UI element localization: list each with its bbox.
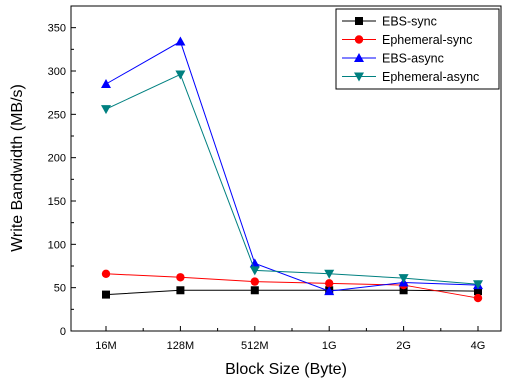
x-tick-label: 16M — [95, 340, 116, 352]
series-line — [105, 40, 479, 292]
x-tick-label: 1G — [322, 340, 337, 352]
x-axis-title: Block Size (Byte) — [225, 361, 347, 378]
data-point — [176, 286, 185, 295]
x-tick-label: 512M — [241, 340, 269, 352]
data-point — [101, 269, 111, 278]
legend-marker — [354, 72, 364, 82]
data-point — [399, 286, 408, 295]
data-point — [398, 274, 409, 284]
legend-item: EBS-async — [342, 52, 444, 66]
series-ephemeral-async — [101, 70, 483, 290]
legend: EBS-sync Ephemeral-sync EBS-async Ephemeral… — [335, 8, 500, 90]
y-tick-label: 50 — [54, 283, 66, 295]
data-point — [325, 279, 334, 288]
legend-marker — [354, 53, 364, 62]
y-tick-label: 0 — [60, 326, 66, 338]
data-point — [250, 277, 259, 286]
data-point — [474, 287, 482, 296]
data-point — [175, 70, 186, 80]
series-ephemeral-sync — [101, 269, 483, 303]
series-line — [105, 273, 479, 299]
legend-marker — [355, 17, 363, 25]
legend-label: EBS-async — [382, 52, 444, 66]
x-tick-label: 128M — [167, 340, 195, 352]
data-point — [324, 286, 335, 296]
series-line — [105, 289, 479, 296]
legend-item: Ephemeral-sync — [342, 33, 472, 47]
y-tick-label: 200 — [48, 153, 66, 165]
y-tick-label: 250 — [48, 109, 66, 121]
data-point — [473, 280, 483, 290]
legend-item: EBS-sync — [342, 15, 437, 29]
data-point — [175, 36, 186, 46]
plot-frame — [70, 5, 502, 332]
data-point — [101, 79, 111, 88]
y-axis-title: Write Bandwidth (MB/s) — [9, 84, 26, 252]
y-tick-label: 350 — [48, 23, 66, 35]
data-point — [102, 290, 110, 299]
y-axis: 0 50 100 150 200 250 300 350 — [48, 23, 76, 338]
legend-label: Ephemeral-async — [382, 70, 479, 84]
data-point — [249, 266, 260, 276]
legend-marker — [354, 35, 364, 44]
y-tick-label: 100 — [48, 239, 66, 251]
legend-box — [335, 8, 500, 90]
legend-items: EBS-sync Ephemeral-sync EBS-async Ephemeral… — [342, 15, 479, 84]
legend-item: Ephemeral-async — [342, 70, 479, 84]
series-line — [105, 73, 479, 285]
series-ebs-sync — [102, 286, 482, 299]
y-tick-label: 150 — [48, 196, 66, 208]
x-tick-label: 2G — [396, 340, 411, 352]
series-layer — [101, 36, 483, 303]
legend-label: EBS-sync — [382, 15, 437, 29]
x-tick-label: 4G — [471, 340, 486, 352]
data-point — [324, 269, 335, 279]
data-point — [101, 105, 111, 115]
data-point — [176, 273, 185, 282]
legend-label: Ephemeral-sync — [382, 33, 472, 47]
data-point — [250, 286, 259, 295]
x-axis: 16M 128M 512M 1G 2G 4G — [95, 326, 485, 352]
y-tick-label: 300 — [48, 66, 66, 78]
data-point — [473, 293, 483, 303]
